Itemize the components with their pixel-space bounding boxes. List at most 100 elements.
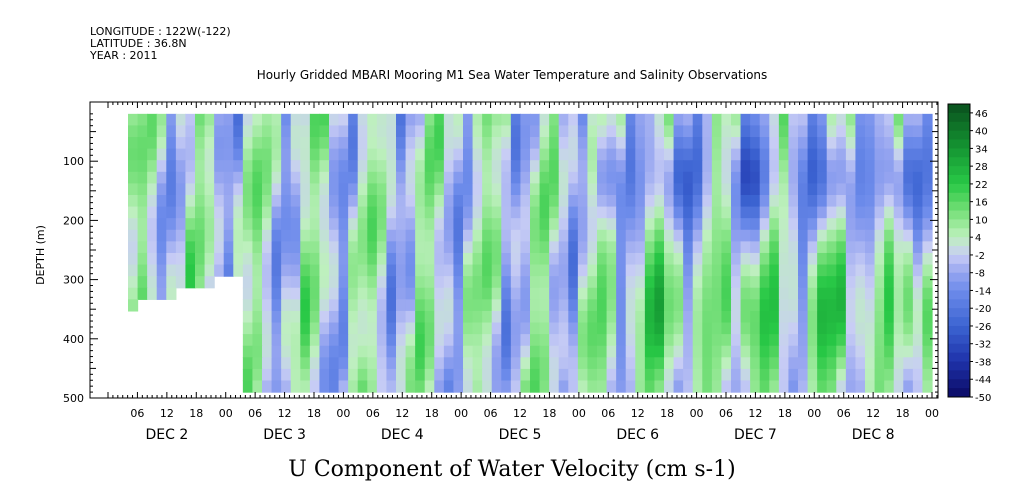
heatmap-cell	[673, 218, 684, 231]
heatmap-cell	[376, 310, 388, 324]
heatmap-cell	[922, 137, 933, 150]
heatmap-cell	[903, 171, 914, 184]
heatmap-cell	[654, 171, 665, 184]
heatmap-cell	[884, 148, 895, 161]
heatmap-cell	[175, 206, 187, 219]
heatmap-cell	[558, 241, 569, 254]
heatmap-cell	[319, 252, 330, 266]
colorbar-label: 16	[975, 198, 988, 209]
heatmap-cell	[702, 322, 713, 335]
heatmap-cell	[357, 334, 368, 347]
heatmap-cell	[376, 241, 388, 254]
heatmap-cell	[683, 125, 694, 138]
heatmap-cell	[587, 345, 598, 358]
heatmap-cell	[147, 171, 158, 184]
heatmap-cell	[147, 252, 158, 266]
heatmap-cell	[807, 206, 818, 219]
heatmap-cell	[242, 264, 254, 277]
heatmap-cell	[817, 229, 828, 242]
heatmap-cell	[778, 252, 790, 266]
x-tick-label: 18	[425, 407, 439, 420]
heatmap-cell	[568, 299, 579, 312]
heatmap-cell	[319, 287, 330, 300]
heatmap-cell	[664, 183, 675, 196]
heatmap-cell	[683, 368, 694, 382]
heatmap-cell	[137, 252, 148, 266]
heatmap-cell	[635, 125, 646, 138]
heatmap-cell	[252, 183, 263, 196]
heatmap-cell	[281, 276, 292, 289]
heatmap-cell	[606, 183, 617, 196]
heatmap-cell	[673, 206, 684, 219]
heatmap-cell	[262, 206, 273, 219]
heatmap-cell	[520, 380, 531, 393]
heatmap-cell	[348, 252, 359, 266]
heatmap-cell	[166, 160, 177, 173]
heatmap-cell	[137, 264, 148, 277]
heatmap-cell	[874, 299, 885, 312]
heatmap-cell	[128, 276, 139, 289]
heatmap-cell	[434, 125, 445, 138]
heatmap-cell	[845, 206, 857, 219]
heatmap-cell	[817, 368, 828, 382]
heatmap-cell	[175, 183, 187, 196]
heatmap-cell	[156, 160, 167, 173]
heatmap-cell	[329, 368, 340, 382]
heatmap-cell	[329, 299, 340, 312]
heatmap-cell	[845, 310, 857, 324]
heatmap-cell	[539, 137, 550, 150]
heatmap-cell	[826, 229, 837, 242]
heatmap-cell	[482, 241, 493, 254]
heatmap-cell	[491, 183, 502, 196]
heatmap-cell	[128, 264, 139, 277]
heatmap-cell	[434, 206, 445, 219]
heatmap-cell	[434, 229, 445, 242]
x-day-label: DEC 3	[263, 427, 306, 443]
heatmap-cell	[865, 194, 876, 208]
heatmap-cell	[616, 334, 627, 347]
heatmap-cell	[683, 160, 694, 173]
x-tick-label: 18	[307, 407, 321, 420]
heatmap-cell	[616, 299, 627, 312]
heatmap-cell	[319, 137, 330, 150]
heatmap-cell	[319, 183, 330, 196]
heatmap-cell	[262, 357, 273, 370]
heatmap-cell	[415, 322, 426, 335]
heatmap-cell	[759, 345, 770, 358]
heatmap-cell	[396, 276, 407, 289]
heatmap-cell	[530, 368, 541, 382]
heatmap-cell	[415, 345, 426, 358]
heatmap-cell	[530, 194, 541, 208]
y-tick-label: 400	[63, 333, 84, 346]
heatmap-cell	[520, 160, 531, 173]
heatmap-cell	[443, 357, 455, 370]
heatmap-cell	[912, 206, 924, 219]
heatmap-cell	[673, 264, 684, 277]
heatmap-cell	[903, 194, 914, 208]
heatmap-cell	[463, 345, 474, 358]
x-tick-label: 12	[160, 407, 174, 420]
heatmap-cell	[721, 148, 732, 161]
heatmap-cell	[616, 113, 627, 127]
heatmap-cell	[807, 299, 818, 312]
heatmap-cell	[463, 125, 474, 138]
heatmap-cell	[625, 287, 636, 300]
heatmap-cell	[798, 299, 809, 312]
heatmap-cell	[702, 276, 713, 289]
heatmap-cell	[711, 287, 723, 300]
heatmap-cell	[721, 357, 732, 370]
heatmap-cell	[396, 334, 407, 347]
heatmap-cell	[510, 368, 522, 382]
heatmap-cell	[482, 171, 493, 184]
heatmap-cell	[472, 183, 483, 196]
heatmap-cell	[778, 357, 790, 370]
heatmap-cell	[692, 334, 703, 347]
heatmap-cell	[290, 137, 301, 150]
heatmap-cell	[740, 310, 751, 324]
heatmap-cell	[549, 113, 560, 127]
heatmap-cell	[874, 113, 885, 127]
heatmap-cell	[817, 334, 828, 347]
heatmap-cell	[750, 148, 761, 161]
heatmap-cell	[329, 206, 340, 219]
heatmap-cell	[912, 357, 924, 370]
